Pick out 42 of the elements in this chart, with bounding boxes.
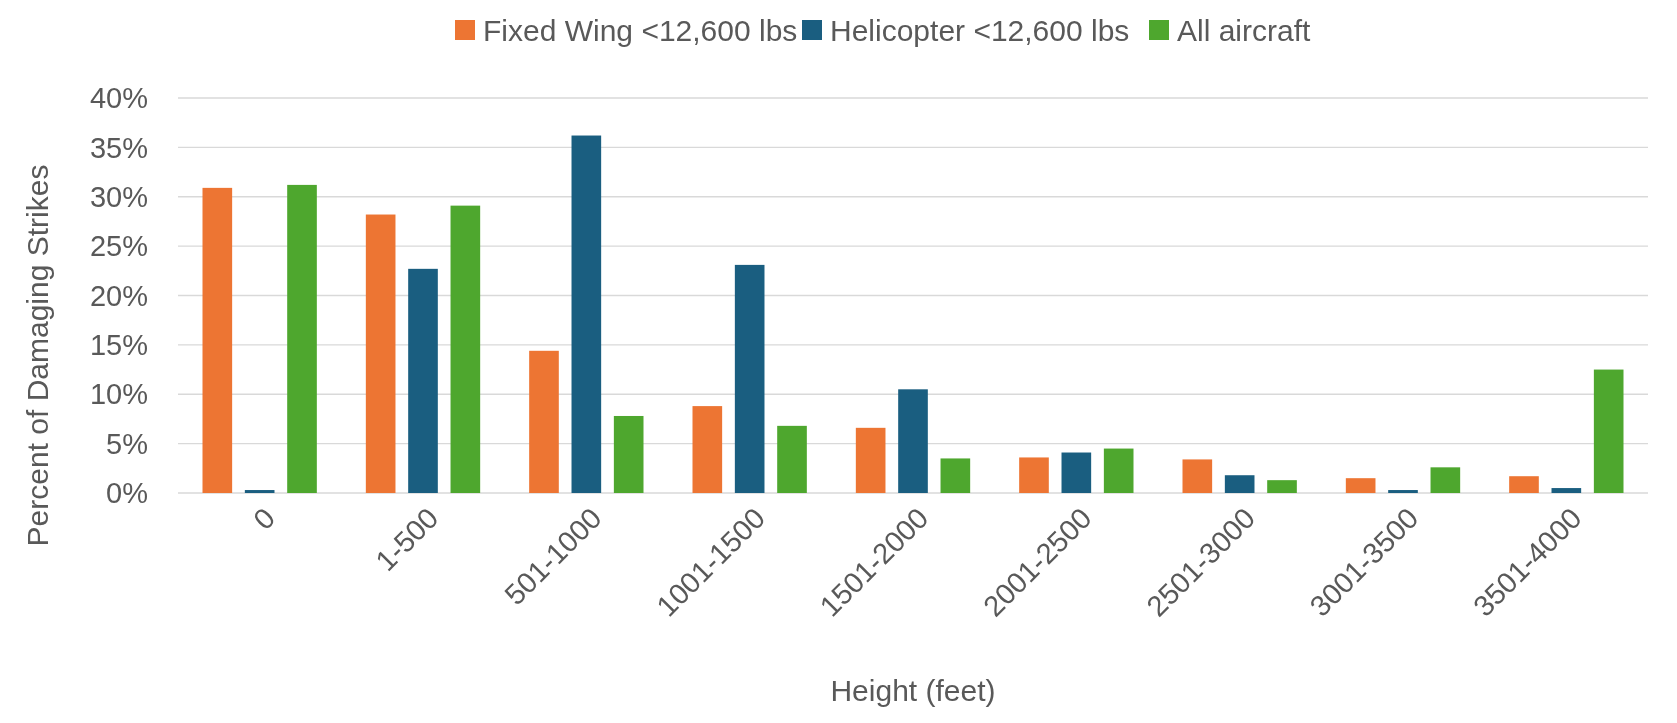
bar [408,268,438,493]
bar [1267,480,1297,493]
bar [365,214,396,493]
bar [1509,476,1539,493]
x-tick-label: 0 [247,501,282,536]
bar [1345,478,1376,493]
x-axis-title: Height (feet) [830,674,996,707]
bar [1551,488,1582,493]
bar [1430,467,1461,493]
bar [1593,369,1624,493]
y-tick-label: 25% [89,230,148,263]
y-tick-label: 0% [106,477,148,510]
bar [1224,475,1255,493]
bar [287,184,317,493]
bar [450,205,481,493]
y-tick-label: 5% [106,427,148,460]
bar [202,187,233,493]
y-axis-title: Percent of Damaging Strikes [21,164,54,547]
bar [1019,457,1049,493]
bar [1103,448,1134,493]
bar [777,425,807,493]
bar [898,389,928,493]
legend-label: Helicopter <12,600 lbs [830,13,1130,47]
bar [855,427,886,493]
legend-label: Fixed Wing <12,600 lbs [483,13,798,47]
y-tick-label: 20% [89,279,148,312]
bar [734,264,765,493]
bar [940,458,971,493]
bar [1182,459,1213,493]
bar [244,490,275,493]
y-tick-label: 35% [89,131,148,164]
y-tick-label: 30% [89,180,148,213]
bar [1061,452,1092,493]
y-tick-label: 40% [89,82,148,115]
bar [529,350,559,493]
y-tick-label: 15% [89,329,148,362]
bar [613,415,644,493]
bar [1388,490,1418,493]
bar [692,406,723,493]
y-tick-label: 10% [89,378,148,411]
legend-label: All aircraft [1177,13,1312,47]
bar [571,135,602,493]
